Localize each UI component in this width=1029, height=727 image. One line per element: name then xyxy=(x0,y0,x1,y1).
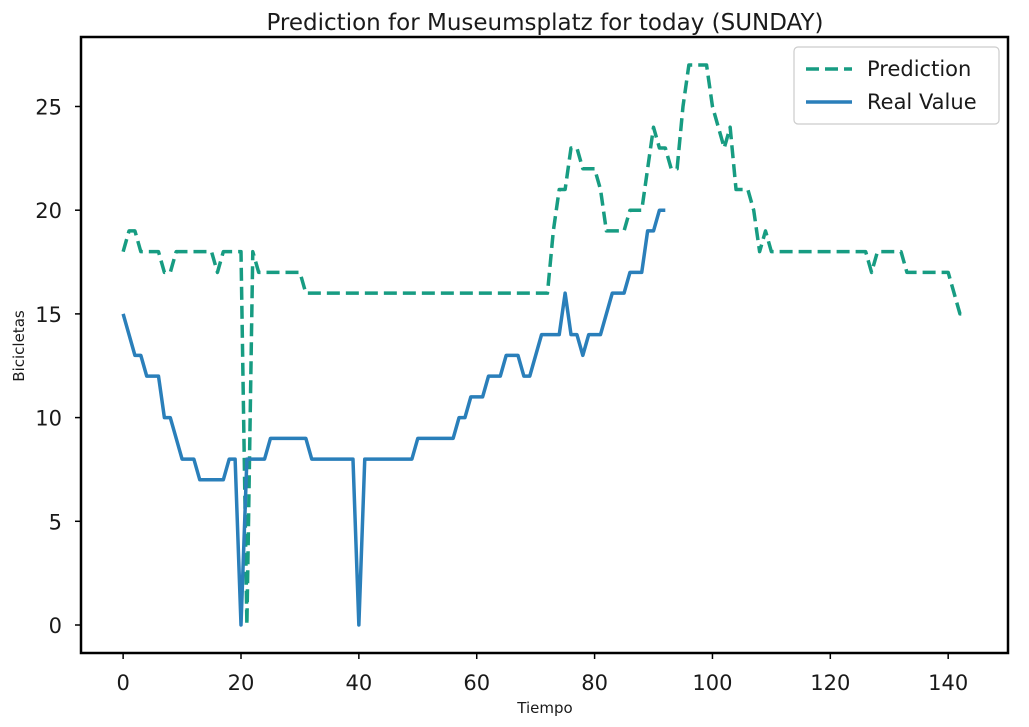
y-tick-label: 15 xyxy=(35,303,62,327)
y-axis-ticks: 0 5 10 15 20 25 xyxy=(35,95,81,638)
x-tick-label: 60 xyxy=(463,671,490,695)
legend: Prediction Real Value xyxy=(793,46,1000,125)
y-axis-label: Bicicletas xyxy=(10,310,28,382)
legend-label-real-value: Real Value xyxy=(867,90,977,114)
y-tick-label: 0 xyxy=(49,614,62,638)
series-layer xyxy=(121,63,966,627)
plot-frame xyxy=(79,35,1010,655)
y-tick-label: 5 xyxy=(49,510,62,534)
x-tick-label: 140 xyxy=(928,671,968,695)
y-tick-label: 20 xyxy=(35,199,62,223)
x-tick-label: 0 xyxy=(116,671,129,695)
legend-box xyxy=(793,46,1000,125)
chart-title: Prediction for Museumsplatz for today (S… xyxy=(266,10,823,36)
series-line-real-value xyxy=(121,208,666,627)
legend-label-prediction: Prediction xyxy=(867,57,971,81)
y-tick-label: 10 xyxy=(35,407,62,431)
x-tick-label: 20 xyxy=(228,671,255,695)
x-tick-label: 80 xyxy=(581,671,608,695)
y-tick-label: 25 xyxy=(35,95,62,119)
x-tick-label: 120 xyxy=(810,671,850,695)
x-tick-label: 100 xyxy=(692,671,732,695)
series-line-prediction xyxy=(121,63,966,627)
x-axis-label: Tiempo xyxy=(516,699,572,717)
x-axis-ticks: 0 20 40 60 80 100 120 140 xyxy=(116,653,968,695)
x-tick-label: 40 xyxy=(345,671,372,695)
